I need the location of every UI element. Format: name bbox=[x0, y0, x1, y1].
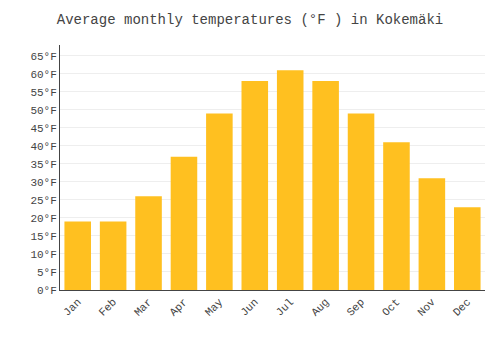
svg-text:45°F: 45°F bbox=[30, 123, 56, 135]
svg-text:Dec: Dec bbox=[451, 296, 473, 318]
svg-text:40°F: 40°F bbox=[30, 141, 56, 153]
svg-text:5°F: 5°F bbox=[37, 267, 57, 279]
svg-text:Jul: Jul bbox=[274, 296, 296, 318]
svg-text:Oct: Oct bbox=[380, 296, 402, 318]
svg-text:Mar: Mar bbox=[132, 296, 154, 318]
svg-text:30°F: 30°F bbox=[30, 177, 56, 189]
svg-text:25°F: 25°F bbox=[30, 195, 56, 207]
svg-text:May: May bbox=[203, 296, 226, 319]
svg-text:Nov: Nov bbox=[415, 296, 438, 319]
svg-text:50°F: 50°F bbox=[30, 105, 56, 117]
svg-text:Jun: Jun bbox=[238, 296, 260, 318]
svg-text:65°F: 65°F bbox=[30, 51, 56, 63]
svg-text:Aug: Aug bbox=[309, 296, 331, 318]
svg-text:Average monthly temperatures (: Average monthly temperatures (°F ) in Ko… bbox=[57, 12, 443, 28]
svg-text:10°F: 10°F bbox=[30, 249, 56, 261]
svg-text:15°F: 15°F bbox=[30, 231, 56, 243]
svg-text:Feb: Feb bbox=[97, 296, 119, 318]
svg-text:Apr: Apr bbox=[167, 296, 189, 318]
svg-text:0°F: 0°F bbox=[37, 285, 57, 297]
svg-text:55°F: 55°F bbox=[30, 87, 56, 99]
svg-text:Sep: Sep bbox=[345, 296, 367, 318]
svg-text:35°F: 35°F bbox=[30, 159, 56, 171]
svg-text:Jan: Jan bbox=[61, 296, 83, 318]
svg-text:20°F: 20°F bbox=[30, 213, 56, 225]
svg-text:60°F: 60°F bbox=[30, 69, 56, 81]
